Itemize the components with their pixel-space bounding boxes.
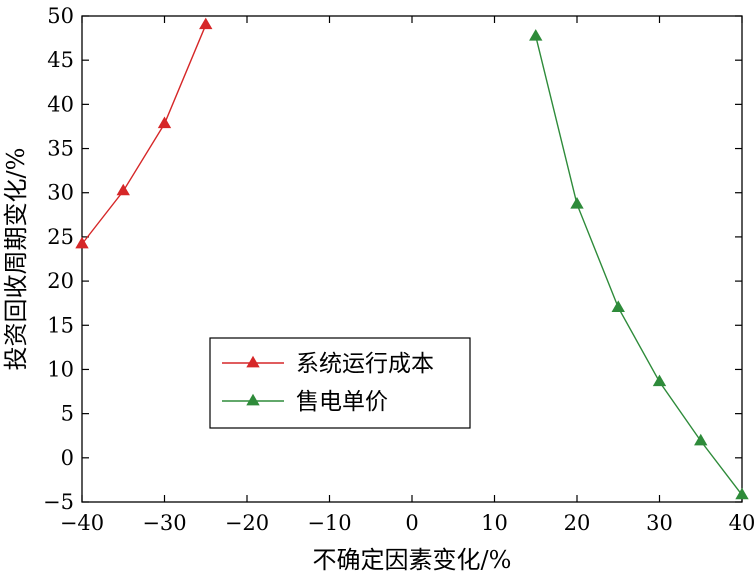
y-tick-label: 10 (47, 357, 74, 381)
data-point (611, 300, 625, 312)
y-tick-label: 5 (61, 402, 74, 426)
y-tick-label: 15 (47, 313, 74, 337)
y-tick-label: 50 (47, 4, 74, 28)
data-point (157, 116, 172, 129)
legend-swatch-marker (246, 355, 260, 368)
y-tick-label: 25 (47, 225, 74, 249)
x-tick-label: 40 (729, 511, 756, 535)
legend-item: 系统运行成本 (222, 351, 434, 377)
data-point (652, 374, 667, 387)
x-tick-label: −20 (225, 511, 269, 535)
x-axis-title: 不确定因素变化/% (313, 546, 512, 574)
series-line (81, 24, 207, 245)
legend-box (209, 337, 471, 429)
x-tick-label: −10 (307, 511, 351, 535)
x-tick-label: 20 (564, 511, 591, 535)
data-point (116, 183, 130, 196)
y-tick-label: 0 (61, 446, 74, 470)
y-tick-label: 30 (47, 181, 74, 205)
data-point (694, 433, 708, 446)
data-point (75, 236, 89, 249)
data-point (199, 17, 213, 30)
legend-item: 售电单价 (222, 389, 388, 415)
data-point (529, 29, 543, 41)
x-tick-label: −30 (142, 511, 186, 535)
legend-label: 售电单价 (296, 389, 388, 415)
data-point (735, 487, 749, 500)
plot-border (81, 15, 743, 503)
x-tick-label: 30 (646, 511, 673, 535)
y-tick-label: 35 (47, 137, 74, 161)
series-line (535, 36, 743, 496)
x-tick-label: 10 (481, 511, 508, 535)
series-1 (75, 17, 213, 249)
y-tick-label: 20 (47, 269, 74, 293)
plot-frame (81, 15, 743, 503)
legend-label: 系统运行成本 (296, 351, 434, 377)
y-tick-label: −5 (43, 490, 74, 514)
legend-swatch-marker (246, 393, 260, 406)
y-tick-label: 40 (47, 92, 74, 116)
series-layer (75, 17, 749, 500)
y-tick-label: 45 (47, 48, 74, 72)
x-tick-label: −40 (60, 511, 104, 535)
axis-ticks: −40 −30 −20 −10 0 10 20 30 40 −5 0 5 10 15 20 25 30 35 40 4… (43, 4, 755, 535)
x-tick-label: 0 (405, 511, 418, 535)
y-axis-title: 投资回收周期变化/% (2, 148, 30, 371)
series-2 (529, 29, 749, 500)
data-point (570, 196, 584, 209)
